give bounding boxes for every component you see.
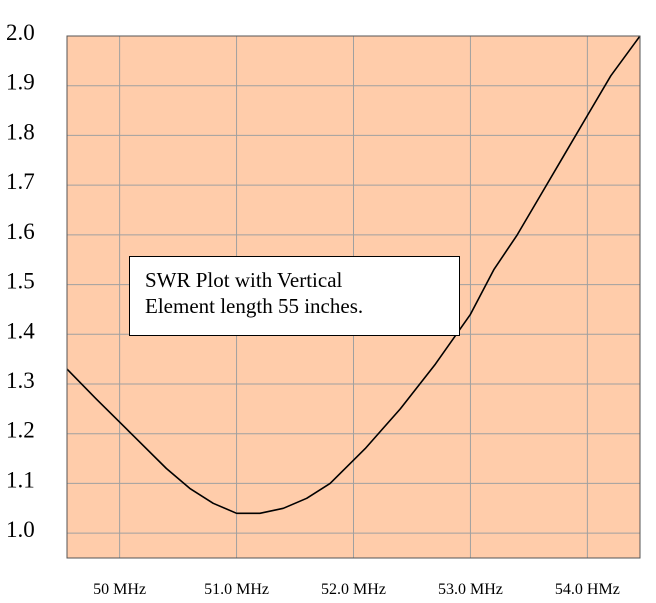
annotation-box: SWR Plot with Vertical Element length 55… (129, 256, 460, 336)
y-tick-label: 1.1 (6, 467, 35, 492)
annotation-line-1: SWR Plot with Vertical (145, 268, 343, 292)
y-tick-label: 1.8 (6, 119, 35, 144)
plot-frame (66, 35, 641, 559)
y-tick-label: 1.9 (6, 70, 35, 95)
x-tick-label: 54.0 HMz (555, 581, 620, 598)
y-tick-label: 1.2 (6, 418, 35, 443)
y-tick-label: 1.3 (6, 368, 35, 393)
x-axis-ticks: 50 MHz 51.0 MHz 52.0 MHz 53.0 MHz 54.0 HMz (93, 581, 620, 598)
annotation-line-2: Element length 55 inches. (145, 294, 364, 318)
y-tick-label: 1.0 (6, 517, 35, 542)
y-tick-label: 2.0 (6, 20, 35, 45)
x-tick-label: 51.0 MHz (204, 581, 269, 598)
y-tick-label: 1.6 (6, 219, 35, 244)
swr-curve (66, 35, 641, 515)
grid (67, 36, 640, 558)
x-tick-label: 50 MHz (93, 581, 146, 598)
y-tick-label: 1.5 (6, 269, 35, 294)
y-axis-ticks: 1.0 1.1 1.2 1.3 1.4 1.5 1.6 1.7 1.8 1.9 2.0 (6, 20, 35, 542)
x-tick-label: 52.0 MHz (321, 581, 386, 598)
y-tick-label: 1.7 (6, 169, 35, 194)
x-tick-label: 53.0 MHz (438, 581, 503, 598)
y-tick-label: 1.4 (6, 318, 35, 343)
